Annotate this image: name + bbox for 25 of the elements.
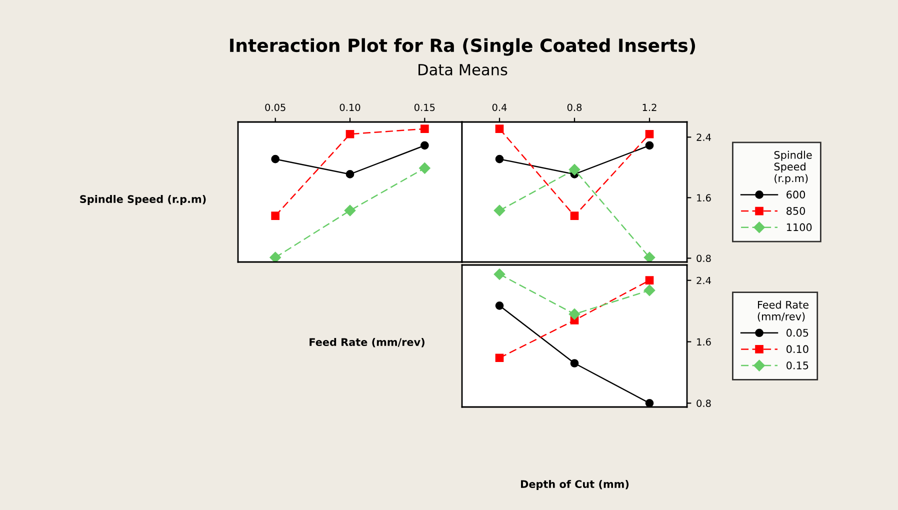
chart-subtitle: Data Means bbox=[418, 64, 508, 76]
legend-title: Spindle Speed (r.p.m) bbox=[774, 150, 812, 184]
chart-title: Interaction Plot for Ra (Single Coated Inserts) bbox=[230, 38, 696, 56]
y-tick-label: 1.6 bbox=[697, 338, 711, 346]
legend-label: 600 bbox=[786, 190, 806, 199]
legend-label: 850 bbox=[786, 206, 806, 215]
x-tick-label: 0.05 bbox=[265, 104, 286, 112]
y-axis-title: Spindle Speed (r.p.m) bbox=[80, 194, 206, 206]
legend-title: Feed Rate (mm/rev) bbox=[758, 300, 808, 322]
y-tick-label: 1.6 bbox=[697, 194, 711, 202]
x-tick-label: 1.2 bbox=[642, 104, 656, 111]
legend-label: 0.15 bbox=[786, 361, 808, 370]
x-tick-label: 0.4 bbox=[492, 104, 507, 112]
legend-label: 1100 bbox=[786, 223, 812, 232]
y-tick-label: 2.4 bbox=[696, 276, 711, 284]
x-tick-label: 0.8 bbox=[567, 104, 582, 112]
x-tick-label: 0.15 bbox=[414, 104, 435, 112]
y-axis-title: Feed Rate (mm/rev) bbox=[310, 338, 424, 348]
legend-label: 0.10 bbox=[786, 345, 808, 354]
y-tick-label: 0.8 bbox=[696, 254, 711, 262]
legend-label: 0.05 bbox=[786, 328, 808, 337]
x-axis-title: Depth of Cut (mm) bbox=[521, 480, 629, 490]
x-tick-label: 0.10 bbox=[340, 104, 360, 112]
y-tick-label: 2.4 bbox=[696, 134, 711, 141]
y-tick-label: 0.8 bbox=[696, 400, 711, 407]
